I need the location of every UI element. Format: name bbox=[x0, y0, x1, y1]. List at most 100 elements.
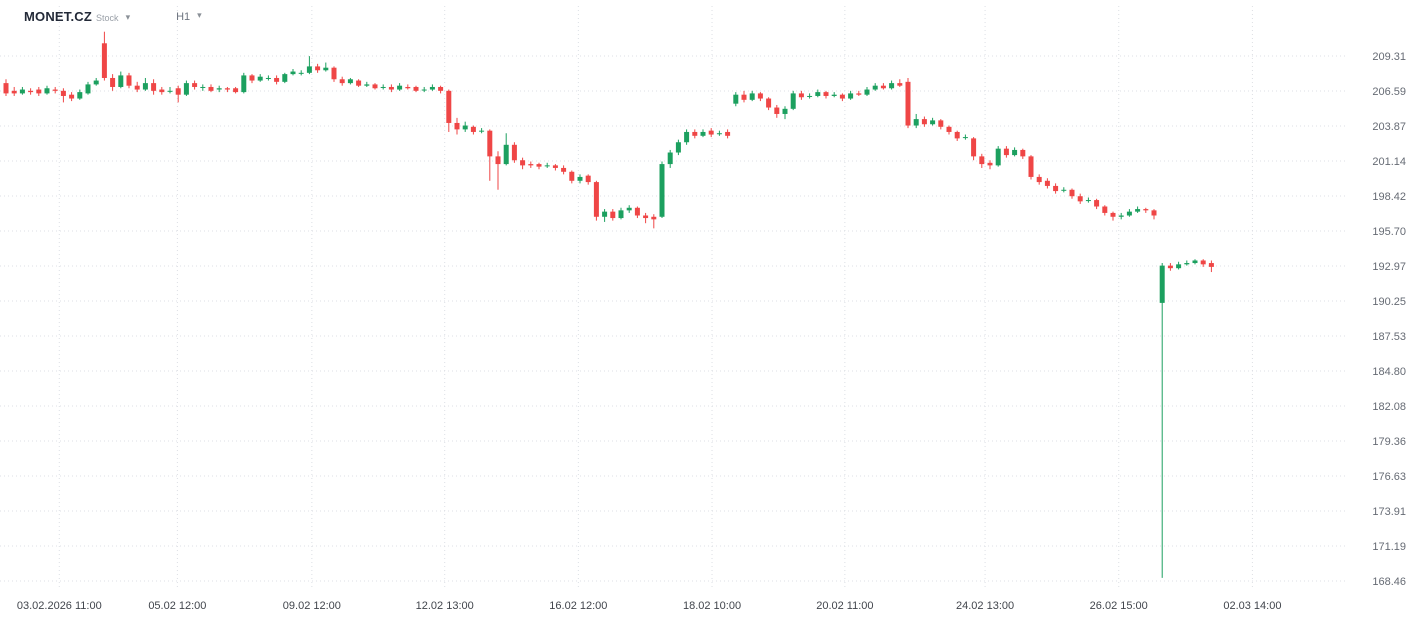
time-tick-label: 16.02 12:00 bbox=[549, 600, 607, 612]
candle-up bbox=[364, 84, 370, 86]
price-tick-label: 171.19 bbox=[1372, 541, 1406, 553]
candle-down bbox=[880, 85, 886, 89]
candle-up bbox=[1118, 215, 1124, 217]
candle-down bbox=[798, 93, 804, 98]
candle-up bbox=[962, 137, 968, 139]
candle-up bbox=[872, 85, 878, 90]
candle-down bbox=[175, 88, 181, 95]
candle-up bbox=[626, 207, 632, 211]
candle-down bbox=[708, 130, 714, 135]
candle-down bbox=[413, 86, 419, 91]
candle-down bbox=[233, 88, 239, 93]
candle-up bbox=[716, 133, 722, 135]
candle-down bbox=[569, 171, 575, 181]
candle-down bbox=[1200, 260, 1206, 265]
candle-down bbox=[454, 122, 460, 130]
candle-up bbox=[282, 74, 288, 82]
candle-up bbox=[216, 88, 222, 90]
candle-down bbox=[905, 81, 911, 126]
candle-down bbox=[643, 215, 649, 219]
candle-up bbox=[807, 95, 813, 97]
candle-up bbox=[684, 131, 690, 143]
candle-down bbox=[69, 94, 75, 99]
candle-down bbox=[971, 138, 977, 157]
candle-up bbox=[1192, 260, 1198, 264]
candle-down bbox=[446, 90, 452, 123]
candle-up bbox=[733, 94, 739, 104]
candle-up bbox=[77, 92, 83, 99]
candle-down bbox=[511, 144, 517, 161]
candle-up bbox=[700, 131, 706, 136]
time-tick-label: 20.02 11:00 bbox=[816, 600, 873, 612]
candle-up bbox=[167, 90, 173, 92]
candle-up bbox=[265, 77, 271, 79]
candle-down bbox=[856, 93, 862, 95]
timeframe-label: H1 bbox=[176, 10, 191, 23]
candle-up bbox=[462, 125, 468, 130]
candle-up bbox=[306, 66, 312, 73]
candle-up bbox=[85, 84, 91, 94]
symbol-name: MONET.CZ bbox=[24, 9, 93, 24]
candle-down bbox=[897, 83, 903, 86]
candle-down bbox=[126, 75, 132, 86]
candle-down bbox=[954, 131, 960, 139]
candle-up bbox=[200, 86, 206, 88]
candle-up bbox=[930, 120, 936, 125]
candle-down bbox=[1102, 206, 1108, 213]
price-tick-label: 176.63 bbox=[1372, 471, 1406, 483]
candle-up bbox=[429, 86, 435, 90]
candle-down bbox=[1143, 209, 1149, 211]
time-tick-label: 02.03 14:00 bbox=[1223, 600, 1281, 612]
timeframe-selector[interactable]: H1 ▾ bbox=[176, 10, 202, 23]
time-tick-label: 12.02 13:00 bbox=[416, 600, 474, 612]
candle-up bbox=[347, 79, 353, 84]
candle-down bbox=[11, 90, 17, 94]
candle-up bbox=[1012, 149, 1018, 156]
candle-up bbox=[257, 76, 263, 81]
candle-up bbox=[421, 89, 427, 91]
chevron-down-icon: ▾ bbox=[125, 12, 131, 22]
candle-up bbox=[675, 142, 681, 153]
candle-up bbox=[503, 144, 509, 165]
candle-up bbox=[118, 75, 124, 87]
time-axis[interactable]: 03.02.2026 11:00 05.02 12:00 09.02 12:00 12… bbox=[17, 600, 1282, 612]
candle-down bbox=[774, 107, 780, 114]
price-tick-label: 184.80 bbox=[1372, 366, 1406, 378]
candle-down bbox=[249, 75, 255, 81]
candle-down bbox=[1094, 200, 1100, 207]
candle-up bbox=[142, 83, 148, 90]
candle-up bbox=[1126, 211, 1132, 216]
instrument-type-label: Stock bbox=[96, 13, 119, 23]
price-tick-label: 187.53 bbox=[1372, 331, 1406, 343]
candle-down bbox=[339, 79, 345, 84]
candle-down bbox=[528, 164, 534, 166]
candle-up bbox=[44, 88, 50, 94]
candle-down bbox=[593, 182, 599, 217]
candle-down bbox=[101, 43, 107, 78]
candle-down bbox=[520, 160, 526, 166]
price-axis[interactable]: 209.31 206.59 203.87 201.14 198.42 195.70 192.… bbox=[1372, 51, 1406, 588]
candle-down bbox=[634, 207, 640, 216]
price-tick-label: 201.14 bbox=[1372, 156, 1406, 168]
symbol-selector[interactable]: MONET.CZ Stock ▾ bbox=[24, 9, 130, 24]
candle-up bbox=[577, 176, 583, 181]
candle-down bbox=[1036, 176, 1042, 183]
price-tick-label: 192.97 bbox=[1372, 261, 1406, 273]
candle-down bbox=[372, 84, 378, 89]
candle-up bbox=[1085, 200, 1091, 202]
candle-down bbox=[438, 86, 444, 91]
time-tick-label: 09.02 12:00 bbox=[283, 600, 341, 612]
candle-down bbox=[536, 164, 542, 167]
candle-up bbox=[913, 119, 919, 126]
candle-down bbox=[1077, 196, 1083, 202]
candle-up bbox=[397, 85, 403, 90]
price-tick-label: 195.70 bbox=[1372, 226, 1406, 238]
candle-up bbox=[1184, 263, 1190, 265]
candle-up bbox=[380, 86, 386, 88]
candle-down bbox=[766, 98, 772, 108]
candle-down bbox=[52, 89, 58, 91]
candle-down bbox=[356, 80, 362, 86]
candle-down bbox=[561, 167, 567, 172]
candle-down bbox=[585, 175, 591, 183]
